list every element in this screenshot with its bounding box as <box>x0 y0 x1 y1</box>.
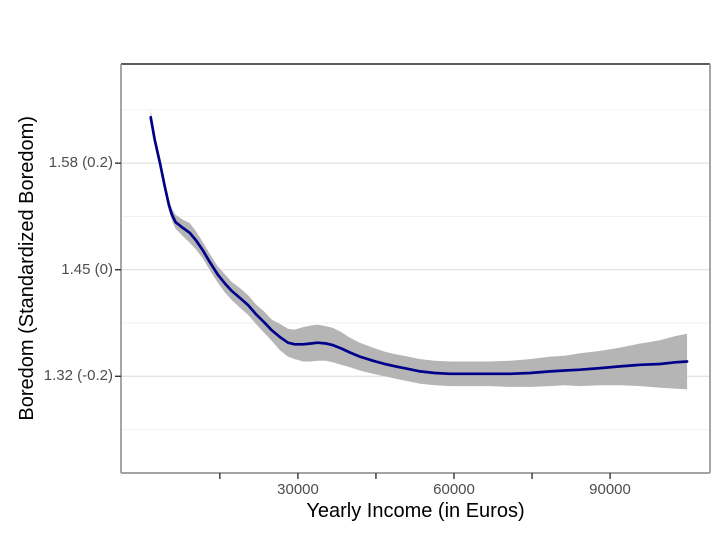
smooth-line <box>149 115 689 376</box>
y-tick-label: 1.32 (-0.2) <box>43 367 113 384</box>
x-tick-label: 30000 <box>277 481 319 498</box>
y-tick-label: 1.45 (0) <box>61 261 113 278</box>
y-tick-label: 1.58 (0.2) <box>48 154 113 171</box>
x-tick-label: 90000 <box>589 481 631 498</box>
x-axis-title: Yearly Income (in Euros) <box>306 500 525 522</box>
x-tick-label: 60000 <box>433 481 475 498</box>
confidence-ribbon <box>150 109 688 390</box>
